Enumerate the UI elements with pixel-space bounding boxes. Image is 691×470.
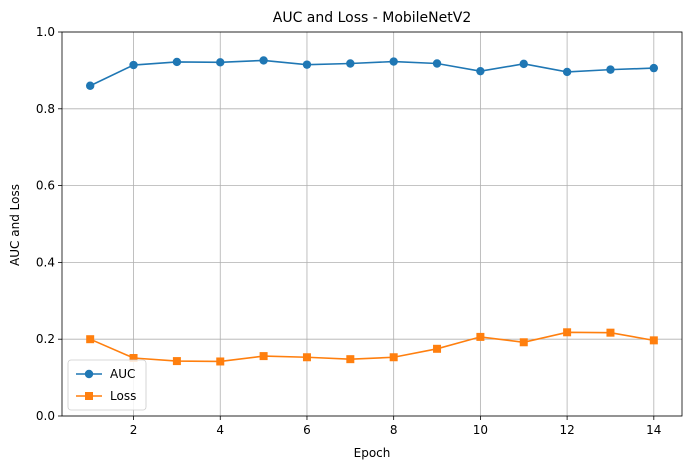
x-tick-label: 10 [473, 423, 488, 437]
data-point-auc [649, 63, 659, 73]
data-point-loss [433, 344, 442, 353]
data-point-auc [172, 57, 182, 67]
x-tick-label: 2 [130, 423, 138, 437]
data-point-auc [302, 60, 312, 69]
data-point-auc [562, 67, 572, 77]
y-tick-label: 1.0 [36, 25, 55, 39]
x-tick-label: 6 [303, 423, 311, 437]
y-tick-label: 0.6 [36, 179, 55, 193]
x-tick-label: 4 [216, 423, 224, 437]
series-line-auc [89, 59, 654, 87]
data-point-loss [346, 355, 355, 364]
data-point-auc [476, 66, 485, 76]
data-point-loss [216, 357, 225, 366]
series-line-loss [89, 331, 654, 363]
data-point-loss [302, 353, 311, 362]
data-point-auc [389, 57, 398, 66]
data-point-loss [563, 328, 572, 337]
x-tick-label: 12 [559, 423, 574, 437]
data-point-auc [346, 59, 355, 68]
data-point-auc [606, 65, 615, 74]
legend-label-loss: Loss [110, 389, 136, 403]
data-point-loss [172, 357, 181, 366]
data-point-loss [649, 336, 658, 345]
data-point-loss [86, 335, 95, 344]
series-layer [85, 56, 659, 366]
data-point-auc [129, 60, 138, 70]
y-axis-label: AUC and Loss [8, 184, 22, 266]
data-point-auc [216, 58, 225, 67]
data-point-loss [606, 328, 615, 337]
chart-title: AUC and Loss - MobileNetV2 [273, 10, 471, 26]
x-tick-label: 8 [390, 423, 398, 437]
data-point-auc [519, 59, 528, 69]
legend-marker-auc [84, 369, 94, 379]
plot-frame [61, 31, 683, 417]
data-point-auc [432, 59, 442, 68]
data-point-loss [476, 332, 485, 341]
x-tick-label: 14 [646, 423, 661, 437]
data-point-loss [129, 354, 138, 363]
legend-label-auc: AUC [110, 367, 135, 381]
y-tick-label: 0.2 [36, 332, 55, 346]
x-axis-label: Epoch [354, 446, 391, 460]
legend-marker-loss [85, 392, 93, 400]
axes: 2 4 6 8 10 12 14 0.0 0.2 0.4 0.6 0.8 1.0 [36, 25, 683, 437]
y-tick-label: 0.8 [36, 102, 55, 116]
data-point-loss [519, 338, 528, 347]
data-point-loss [389, 353, 398, 362]
data-point-auc [259, 56, 268, 65]
data-point-auc [85, 81, 95, 90]
data-point-loss [259, 352, 268, 361]
y-tick-label: 0.0 [36, 409, 55, 423]
legend: AUC Loss [67, 359, 147, 411]
y-tick-label: 0.4 [36, 255, 55, 269]
